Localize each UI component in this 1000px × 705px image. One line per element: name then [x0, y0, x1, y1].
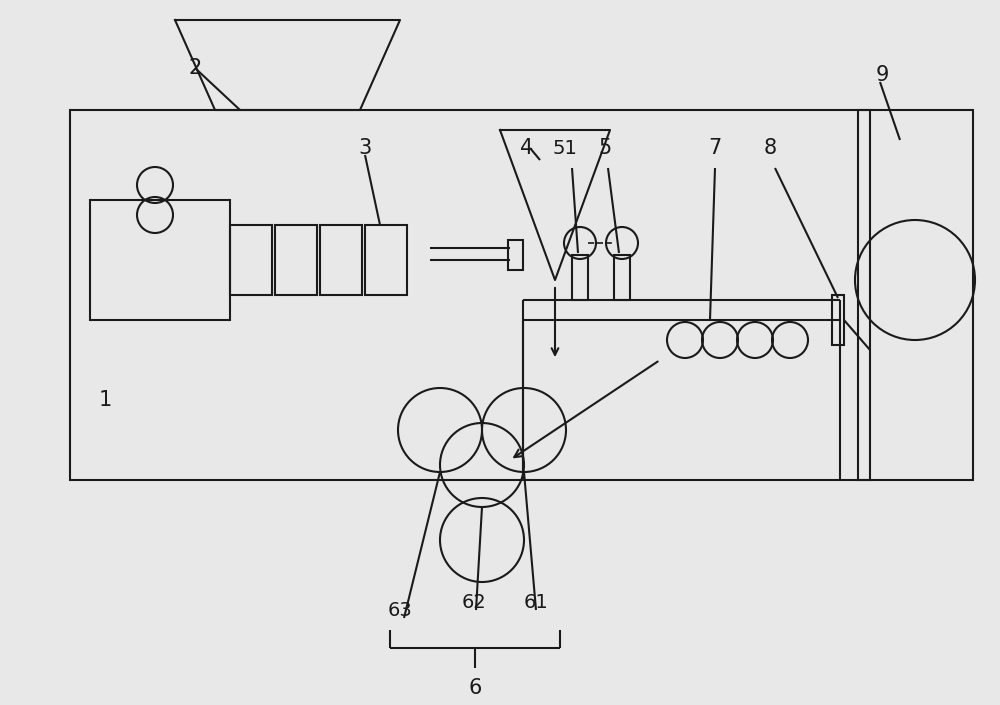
Text: 62: 62 [462, 594, 486, 613]
Text: 5: 5 [598, 138, 612, 158]
Bar [832, 295, 844, 345]
Text: 51: 51 [553, 138, 577, 157]
Bar [858, 110, 973, 480]
Bar [230, 225, 272, 295]
Bar [614, 255, 630, 300]
Bar [275, 225, 317, 295]
Text: 8: 8 [763, 138, 777, 158]
Text: 6: 6 [468, 678, 482, 698]
Text: 1: 1 [98, 390, 112, 410]
Bar [572, 255, 588, 300]
Text: 63: 63 [388, 601, 412, 620]
Text: 9: 9 [875, 65, 889, 85]
Bar [320, 225, 362, 295]
Text: 3: 3 [358, 138, 372, 158]
Text: 2: 2 [188, 58, 202, 78]
Bar [365, 225, 407, 295]
Text: 7: 7 [708, 138, 722, 158]
Text: 4: 4 [520, 138, 534, 158]
Bar [90, 200, 230, 320]
Text: 61: 61 [524, 594, 548, 613]
Bar [508, 240, 523, 270]
Bar [70, 110, 870, 480]
